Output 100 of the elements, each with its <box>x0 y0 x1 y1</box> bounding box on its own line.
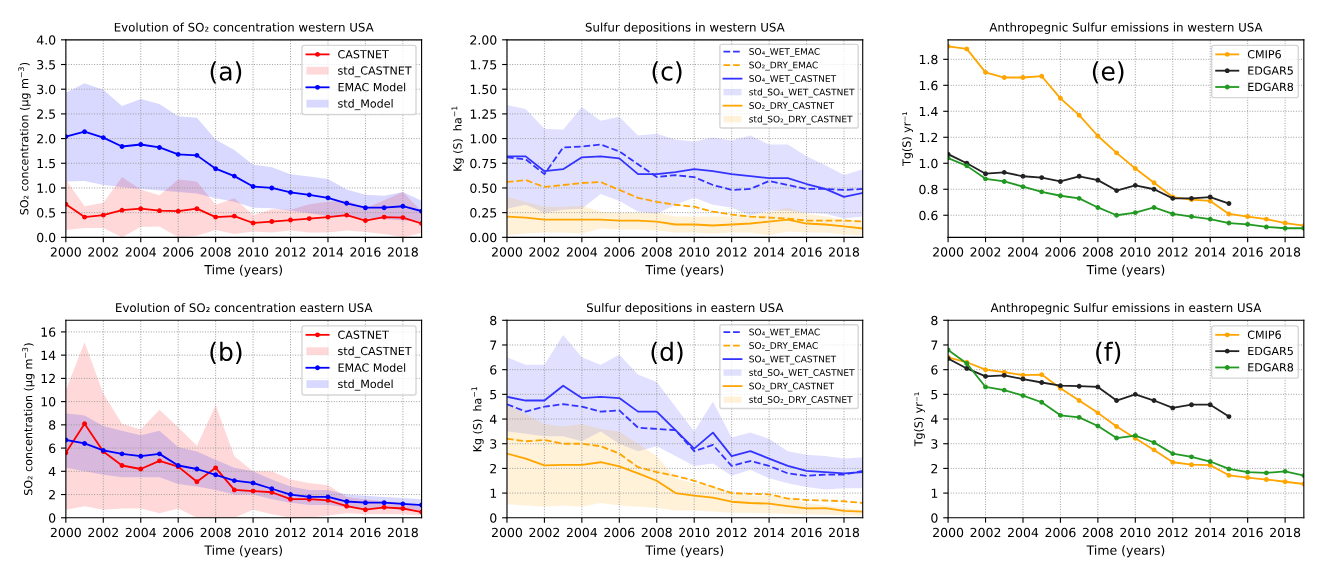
chart-title: Sulfur depositions in western USA <box>585 22 785 34</box>
y-axis-title: SO₂ concentration (µg m$^{−3}$) <box>22 343 35 495</box>
y-axis-title: SO₂ concentration (µg m$^{−3}$) <box>18 62 31 215</box>
y-tick-label: 2 <box>931 463 938 474</box>
y-tick-label: 1.75 <box>470 60 497 70</box>
x-tick-label: 2006 <box>163 247 194 257</box>
x-tick-label: 2016 <box>1232 247 1263 257</box>
y-tick-label: 3 <box>490 439 497 449</box>
x-tick-label: 2004 <box>566 527 598 538</box>
x-tick-label: 2000 <box>50 247 81 257</box>
y-tick-label: 1.25 <box>470 109 497 119</box>
x-tick-label: 2018 <box>829 247 860 257</box>
x-tick-label: 2014 <box>1195 247 1226 257</box>
annotation: std_CASTNET <box>338 346 412 358</box>
legend-label: SO₂_DRY_CASTNET <box>749 382 835 392</box>
x-tick-label: 2000 <box>933 247 964 257</box>
x-tick-label: 2010 <box>679 247 710 257</box>
legend-label: SO₄_WET_CASTNET <box>749 355 837 365</box>
x-tick-label: 2006 <box>163 527 194 538</box>
y-tick-label: 2.00 <box>470 35 497 45</box>
y-tick-label: 8 <box>931 315 938 326</box>
y-tick-label: 1 <box>931 488 938 498</box>
annotation: std_Model <box>338 379 393 391</box>
y-tick-label: 2 <box>490 463 496 474</box>
legend-label: SO₂_DRY_CASTNET <box>749 102 835 111</box>
y-tick-label: 0.00 <box>470 232 497 243</box>
x-tick-label: 2008 <box>641 527 672 538</box>
x-tick-label: 2016 <box>350 527 381 538</box>
annotation: (e) <box>1092 61 1124 84</box>
y-tick-label: 4 <box>931 414 938 424</box>
legend-label: EDGAR8 <box>1248 363 1294 372</box>
x-axis-title: Time (years) <box>645 545 724 558</box>
x-tick-label: 2008 <box>1082 527 1113 538</box>
x-tick-label: 2008 <box>1082 247 1113 257</box>
x-tick-label: 2002 <box>970 527 1001 538</box>
y-tick-label: 4 <box>48 466 56 477</box>
x-tick-label: 2004 <box>125 527 156 538</box>
chart-title: Sulfur depositions in eastern USA <box>586 302 784 315</box>
x-tick-label: 2010 <box>238 527 269 538</box>
x-tick-label: 2002 <box>88 247 118 257</box>
annotation: (c) <box>652 61 682 84</box>
legend-label: EDGAR5 <box>1248 66 1293 75</box>
y-tick-label: 1.0 <box>919 158 938 169</box>
x-tick-label: 2000 <box>50 527 81 538</box>
legend-label: SO₄_WET_EMAC <box>749 48 820 57</box>
x-tick-label: 2012 <box>716 247 747 257</box>
x-tick-label: 2012 <box>1157 247 1188 257</box>
x-tick-label: 2006 <box>604 247 635 257</box>
x-tick-label: 2004 <box>1007 247 1039 257</box>
legend-label: CASTNET <box>338 330 389 339</box>
annotation: std_SO₂_DRY_CASTNET <box>749 115 853 125</box>
x-axis-title: Time (years) <box>204 264 282 277</box>
x-tick-label: 2010 <box>1120 247 1151 257</box>
y-tick-label: 2.5 <box>37 109 56 119</box>
x-tick-label: 2000 <box>491 527 523 538</box>
x-tick-label: 2004 <box>125 247 156 257</box>
x-tick-label: 2006 <box>1045 527 1076 538</box>
legend-label: SO₂_DRY_EMAC <box>749 61 818 71</box>
y-axis-title: Tg(S) yr⁻¹ <box>902 111 913 166</box>
legend-label: EDGAR5 <box>1248 346 1293 356</box>
x-tick-label: 2002 <box>529 527 560 538</box>
x-tick-label: 2002 <box>970 247 1001 257</box>
y-tick-label: 1.8 <box>919 54 938 65</box>
legend-label: CMIP6 <box>1247 330 1281 339</box>
y-tick-label: 1.5 <box>37 158 56 169</box>
y-tick-label: 0 <box>931 513 938 523</box>
x-tick-label: 2014 <box>312 527 344 538</box>
legend-label: CMIP6 <box>1247 50 1281 59</box>
y-tick-label: 0.25 <box>470 208 497 218</box>
y-tick-label: 1.4 <box>919 106 938 117</box>
y-tick-label: 1.6 <box>919 80 938 91</box>
x-tick-label: 2012 <box>275 527 306 538</box>
annotation: std_SO₄_WET_CASTNET <box>749 88 855 98</box>
chart-title: Anthropegnic Sulfur emissions in eastern USA <box>990 302 1262 315</box>
x-tick-label: 2002 <box>529 247 560 257</box>
x-tick-label: 2014 <box>754 527 785 538</box>
y-tick-label: 1 <box>490 488 497 498</box>
chart-title: Evolution of SO₂ concentration western USA <box>114 22 374 32</box>
x-tick-label: 2010 <box>679 527 710 538</box>
x-tick-label: 2018 <box>387 247 418 257</box>
y-tick-label: 0.75 <box>470 158 497 169</box>
y-tick-label: 0.6 <box>919 210 938 221</box>
x-tick-label: 2008 <box>200 247 231 257</box>
y-tick-label: 14 <box>41 350 56 360</box>
annotation: (d) <box>651 341 683 365</box>
legend-label: EMAC Model <box>338 82 406 92</box>
y-tick-label: 10 <box>41 397 56 407</box>
y-tick-label: 7 <box>490 340 497 350</box>
annotation: (b) <box>210 341 242 365</box>
y-tick-label: 0.5 <box>37 208 56 218</box>
legend-label: SO₂_DRY_EMAC <box>749 342 818 351</box>
legend-label: EMAC Model <box>338 363 406 372</box>
x-tick-label: 2014 <box>1195 527 1226 538</box>
y-tick-label: 1.50 <box>470 84 497 95</box>
x-tick-label: 2012 <box>275 247 306 257</box>
annotation: (a) <box>210 61 242 84</box>
legend-label: EDGAR8 <box>1248 82 1294 92</box>
x-tick-label: 2018 <box>1270 527 1301 538</box>
chart-title: Evolution of SO₂ concentration eastern USA <box>116 302 373 313</box>
y-tick-label: 6 <box>931 365 938 375</box>
